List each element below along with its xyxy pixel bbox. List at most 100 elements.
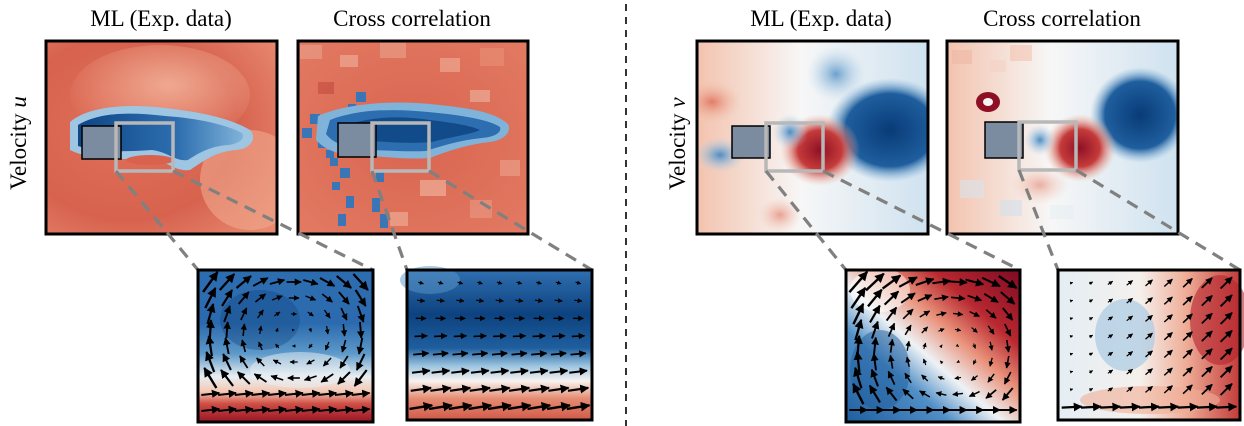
velocity-arrow bbox=[512, 332, 527, 340]
velocity-arrow bbox=[1182, 295, 1193, 306]
velocity-arrow bbox=[308, 343, 313, 349]
velocity-arrow bbox=[870, 368, 879, 387]
velocity-arrow bbox=[888, 338, 895, 353]
velocity-arrow bbox=[852, 382, 865, 405]
velocity-arrow bbox=[998, 275, 1018, 289]
velocity-arrow bbox=[469, 384, 491, 394]
velocity-arrow bbox=[436, 298, 445, 304]
velocity-arrow bbox=[339, 355, 349, 369]
velocity-arrow bbox=[318, 405, 338, 414]
velocity-arrow bbox=[575, 280, 582, 285]
velocity-arrow bbox=[334, 405, 354, 414]
left-cc-frame bbox=[296, 39, 530, 236]
velocity-arrow bbox=[221, 289, 233, 307]
velocity-arrow bbox=[1069, 370, 1074, 374]
velocity-arrow bbox=[1138, 402, 1160, 412]
velocity-arrow bbox=[1088, 387, 1094, 392]
velocity-arrow bbox=[972, 359, 977, 365]
velocity-arrow bbox=[340, 307, 348, 321]
velocity-arrow bbox=[1201, 383, 1213, 396]
velocity-arrow bbox=[351, 389, 371, 398]
velocity-arrow bbox=[270, 374, 284, 381]
velocity-arrow bbox=[416, 298, 426, 304]
velocity-arrow bbox=[1145, 350, 1153, 358]
velocity-arrow bbox=[1004, 323, 1012, 337]
velocity-arrow bbox=[340, 339, 347, 353]
velocity-arrow bbox=[922, 358, 928, 366]
velocity-arrow bbox=[516, 280, 523, 285]
velocity-arrow bbox=[257, 325, 263, 335]
velocity-arrow bbox=[511, 350, 528, 358]
velocity-arrow bbox=[988, 357, 994, 367]
velocity-arrow bbox=[336, 275, 352, 289]
velocity-arrow bbox=[905, 340, 911, 351]
velocity-arrow bbox=[1177, 402, 1199, 412]
velocity-arrow bbox=[457, 280, 464, 285]
velocity-arrow bbox=[490, 367, 510, 376]
velocity-arrow bbox=[324, 325, 330, 335]
velocity-arrows bbox=[201, 271, 1238, 415]
velocity-arrow bbox=[321, 293, 333, 303]
velocity-arrow bbox=[987, 373, 995, 383]
velocity-arrow bbox=[985, 389, 997, 399]
velocity-arrow bbox=[567, 384, 590, 394]
velocity-arrow bbox=[569, 367, 588, 376]
velocity-arrow bbox=[1145, 332, 1153, 340]
velocity-arrow bbox=[240, 307, 248, 321]
velocity-arrow bbox=[322, 357, 332, 367]
velocity-arrow bbox=[217, 405, 237, 414]
velocity-arrow bbox=[338, 291, 350, 305]
velocity-arrow bbox=[971, 375, 978, 381]
velocity-arrow bbox=[487, 401, 512, 412]
velocity-arrow bbox=[885, 386, 898, 402]
velocity-arrow bbox=[919, 390, 931, 398]
velocity-arrow bbox=[1201, 277, 1213, 289]
velocity-arrow bbox=[413, 350, 430, 358]
velocity-arrow bbox=[915, 277, 935, 286]
velocity-arrow bbox=[1126, 333, 1133, 339]
velocity-arrow bbox=[1182, 366, 1193, 377]
velocity-arrow bbox=[507, 401, 532, 412]
velocity-arrow bbox=[871, 320, 880, 339]
velocity-arrow bbox=[848, 271, 869, 293]
velocity-arrow bbox=[340, 323, 348, 337]
velocity-arrow bbox=[475, 298, 485, 304]
velocity-arrow bbox=[473, 332, 487, 340]
velocity-arrow bbox=[258, 341, 263, 351]
velocity-arrow bbox=[496, 280, 503, 285]
velocity-arrow bbox=[570, 350, 587, 358]
velocity-arrow bbox=[203, 367, 218, 389]
velocity-arrow bbox=[867, 288, 883, 308]
velocity-arrow bbox=[1002, 307, 1014, 321]
left-cc-zoom-frame bbox=[405, 268, 594, 422]
velocity-arrow bbox=[271, 295, 283, 301]
velocity-arrow bbox=[555, 280, 562, 285]
velocity-arrow bbox=[550, 350, 567, 358]
velocity-arrow bbox=[548, 384, 570, 394]
velocity-arrow bbox=[983, 292, 999, 304]
right-cc-title: Cross correlation bbox=[983, 6, 1141, 31]
velocity-arrow bbox=[303, 278, 319, 286]
velocity-arrow bbox=[251, 405, 271, 414]
velocity-arrow bbox=[1069, 388, 1074, 392]
left-cc-heatmap bbox=[298, 41, 528, 234]
velocity-arrow bbox=[240, 339, 247, 353]
velocity-arrow bbox=[534, 298, 544, 304]
velocity-arrow bbox=[493, 332, 507, 340]
velocity-arrow bbox=[1126, 297, 1133, 304]
velocity-arrow bbox=[1219, 312, 1233, 325]
velocity-arrow bbox=[965, 278, 985, 287]
velocity-arrow bbox=[1088, 370, 1094, 374]
velocity-arrow bbox=[1004, 339, 1011, 353]
velocity-arrow bbox=[932, 277, 952, 286]
velocity-arrow bbox=[1145, 385, 1153, 393]
velocity-arrow bbox=[237, 291, 250, 305]
velocity-arrow bbox=[470, 367, 490, 376]
velocity-arrow bbox=[1201, 330, 1213, 342]
velocity-arrow bbox=[308, 327, 312, 333]
velocity-arrow bbox=[1107, 316, 1114, 321]
velocity-arrow bbox=[220, 369, 234, 387]
velocity-arrow bbox=[356, 305, 365, 323]
right-cc-zoom-panel bbox=[1058, 270, 1244, 420]
velocity-arrow bbox=[449, 384, 472, 394]
